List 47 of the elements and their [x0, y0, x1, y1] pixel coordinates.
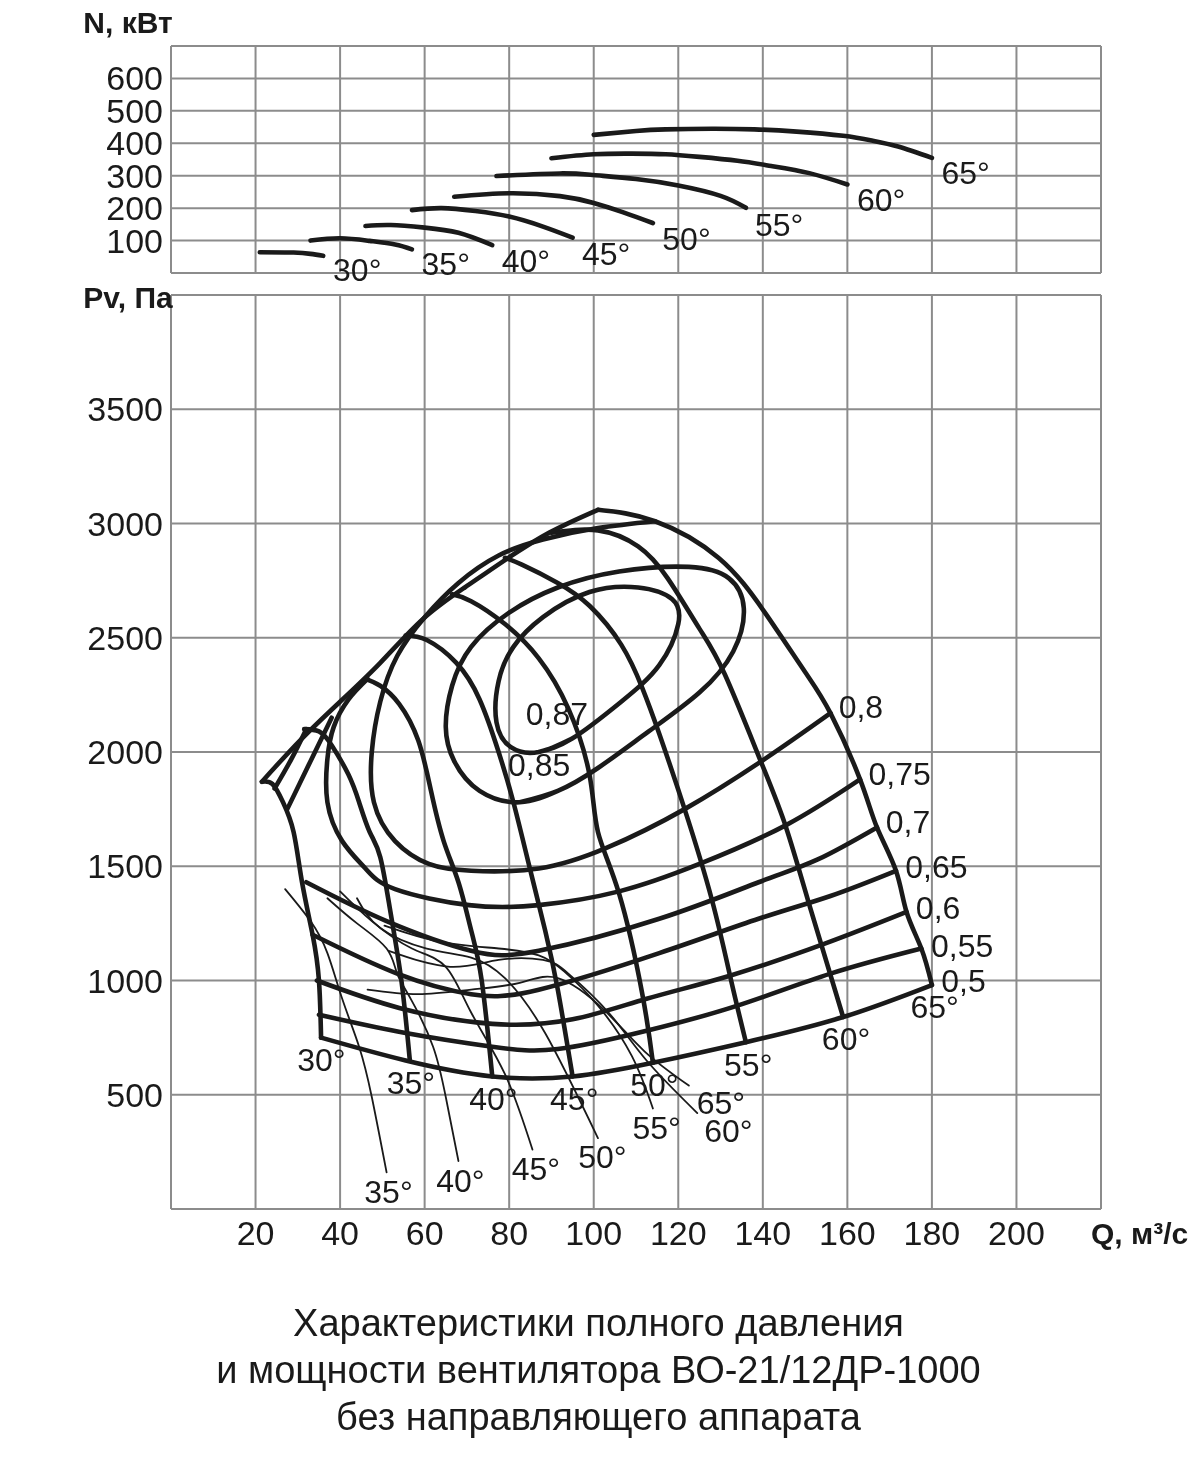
- y-axis-title: N, кВт: [83, 5, 173, 39]
- series-label: 45°: [511, 1151, 561, 1188]
- series-label: 0,8: [838, 689, 884, 726]
- y-axis-title: Pv, Па: [83, 280, 173, 314]
- series-label: 55°: [632, 1109, 681, 1146]
- series-label: 50°: [578, 1139, 627, 1176]
- series-label: 35°: [386, 1065, 436, 1102]
- text: Характеристики полного давления и мощности вентилятора ВО-21/12ДР-1000 без направляющего аппарата: [216, 1301, 981, 1440]
- x-tick-label: 20: [236, 1214, 275, 1253]
- series-label: 60°: [821, 1021, 871, 1058]
- x-axis-title: Q, м³/с: [1091, 1216, 1189, 1250]
- series-label: 0,55: [930, 927, 994, 964]
- series-label: 0,75: [868, 755, 931, 792]
- series-label: 35°: [421, 246, 470, 283]
- x-tick-label: 100: [565, 1214, 623, 1253]
- series-label: 50°: [662, 220, 711, 257]
- series-label: 40°: [436, 1162, 485, 1199]
- x-tick-label: 40: [321, 1214, 359, 1253]
- series-label: 65°: [696, 1084, 746, 1121]
- x-tick-label: 60: [405, 1214, 444, 1253]
- series-label: 0,6: [915, 890, 961, 927]
- x-tick-label: 160: [819, 1214, 876, 1253]
- series-label: 55°: [724, 1046, 773, 1083]
- series-label: 40°: [501, 242, 551, 279]
- y-tick-label: 1000: [87, 961, 163, 1000]
- series-label: 0,85: [507, 746, 571, 783]
- series-label: 35°: [364, 1174, 413, 1211]
- y-tick-label: 500: [106, 1075, 163, 1114]
- y-tick-label: 2000: [87, 733, 163, 772]
- x-tick-label: 140: [734, 1214, 792, 1253]
- x-tick-label: 200: [988, 1214, 1045, 1253]
- y-tick-label: 3500: [87, 390, 163, 429]
- x-tick-label: 120: [649, 1214, 707, 1253]
- series-label: 0,65: [905, 849, 968, 886]
- series-label: 65°: [941, 155, 990, 192]
- series-label: 30°: [333, 251, 382, 288]
- x-tick-label: 180: [903, 1214, 961, 1253]
- x-tick-label: 80: [490, 1214, 529, 1253]
- series-label: 60°: [856, 181, 906, 218]
- y-tick-label: 2500: [87, 618, 163, 657]
- series-label: 0,7: [885, 804, 931, 841]
- series-label: 40°: [469, 1081, 518, 1118]
- series-label: 45°: [581, 235, 631, 272]
- y-tick-label: 3000: [87, 504, 163, 543]
- series-label: 30°: [297, 1042, 346, 1079]
- series-label: 55°: [754, 206, 804, 243]
- y-tick-label: 1500: [87, 847, 163, 886]
